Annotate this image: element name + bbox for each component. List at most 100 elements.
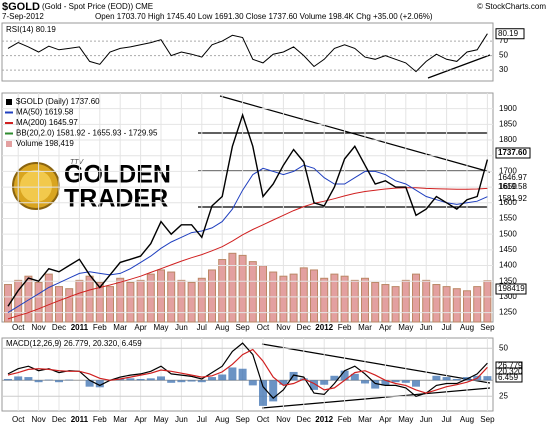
- price-line: [7, 112, 489, 307]
- volume-bar: [14, 279, 23, 323]
- volume-bar: [55, 286, 63, 323]
- x-tick-label: Jul: [197, 415, 207, 424]
- macd-histogram-bar: [4, 378, 12, 381]
- x-tick-label: Jul: [441, 415, 451, 424]
- y-tick-label: 50: [499, 343, 508, 352]
- volume-bar: [95, 281, 104, 323]
- y-tick-label: 1600: [499, 198, 517, 207]
- volume-bar: [320, 277, 329, 323]
- x-tick-label: 2011: [71, 323, 89, 332]
- y-tick-label: 1300: [499, 292, 517, 301]
- volume-bar: [473, 286, 482, 323]
- macd-histogram-bar: [371, 380, 380, 389]
- macd-histogram-bar: [55, 380, 63, 383]
- x-tick-label: Dec: [297, 323, 311, 332]
- macd-histogram-bar: [126, 378, 135, 381]
- volume-bar: [381, 284, 390, 323]
- volume-bar: [259, 265, 267, 323]
- volume-bar: [361, 277, 369, 323]
- x-tick-label: Jun: [420, 415, 433, 424]
- x-tick-label: Mar: [113, 415, 127, 424]
- volume-bar: [24, 275, 33, 323]
- volume-bar: [65, 288, 74, 323]
- volume-bar: [463, 290, 471, 323]
- volume-bar: [391, 286, 400, 323]
- volume-bar: [371, 281, 380, 323]
- x-tick-label: Jun: [175, 323, 188, 332]
- volume-bar: [208, 269, 216, 323]
- price-label: 1581.92: [498, 194, 527, 203]
- x-tick-label: Aug: [215, 415, 229, 424]
- macd-histogram-bar: [340, 370, 349, 381]
- volume-bar: [310, 269, 318, 323]
- volume-bar: [340, 275, 349, 323]
- macd-histogram-bar: [146, 378, 155, 381]
- volume-bar: [187, 281, 196, 323]
- x-tick-label: Oct: [12, 323, 25, 332]
- price-label: 1619.58: [498, 182, 527, 191]
- volume-bar: [483, 280, 492, 323]
- macd-histogram-bar: [44, 379, 53, 381]
- volume-bar: [401, 279, 410, 323]
- x-tick-label: Sep: [480, 323, 495, 332]
- y-tick-label: 30: [499, 65, 508, 74]
- legend-label: Volume 198,419: [16, 139, 74, 148]
- macd-value-label: 6.459: [498, 373, 519, 382]
- volume-bar: [412, 273, 420, 323]
- source: © StockCharts.com: [477, 2, 546, 11]
- macd-histogram-bar: [279, 380, 288, 385]
- x-tick-label: Mar: [113, 323, 127, 332]
- price-line: [7, 187, 488, 320]
- x-tick-label: Mar: [358, 323, 372, 332]
- legend-label: MA(50) 1619.58: [16, 108, 74, 117]
- macd-histogram-bar: [330, 375, 339, 381]
- x-tick-label: Dec: [297, 415, 311, 424]
- volume-bar: [197, 277, 206, 323]
- macd-title: MACD(12,26,9) 26.779, 20.320, 6.459: [6, 339, 142, 348]
- volume-bar: [136, 279, 145, 323]
- x-tick-label: Sep: [235, 323, 250, 332]
- y-tick-label: 1250: [499, 308, 517, 317]
- macd-histogram-bar: [208, 377, 216, 381]
- price-frame: [1, 92, 494, 323]
- legend-swatch: [6, 141, 12, 147]
- macd-histogram-bar: [259, 380, 267, 406]
- logo-coin-inner: [20, 170, 52, 202]
- volume-bar: [75, 279, 84, 323]
- macd-trend-line: [261, 387, 491, 409]
- volume-bar: [248, 261, 257, 323]
- legend-label: BB(20,2.0) 1581.92 - 1655.93 - 1729.95: [16, 129, 158, 138]
- x-tick-label: Feb: [93, 323, 107, 332]
- macd-histogram-bar: [361, 380, 369, 384]
- y-tick-label: 1350: [499, 276, 517, 285]
- x-tick-label: Jul: [441, 323, 451, 332]
- macd-histogram-bar: [248, 380, 257, 386]
- x-tick-label: Jul: [197, 323, 207, 332]
- y-tick-label: 1400: [499, 261, 517, 270]
- macd-histogram-bar: [238, 368, 247, 381]
- x-tick-label: Dec: [52, 415, 66, 424]
- macd-histogram-bar: [167, 380, 176, 383]
- macd-histogram-bar: [483, 376, 492, 381]
- macd-histogram-bar: [320, 380, 329, 385]
- macd-histogram-bar: [269, 380, 278, 402]
- macd-histogram-bar: [391, 380, 400, 383]
- macd-value-box: [495, 373, 523, 383]
- rsi-line: [7, 33, 488, 73]
- x-tick-label: May: [153, 415, 168, 424]
- x-tick-label: May: [398, 323, 413, 332]
- volume-bar: [299, 267, 308, 323]
- volume-bar: [218, 259, 227, 323]
- symbol: $GOLD: [2, 1, 40, 13]
- volume-bar: [44, 273, 53, 323]
- volume-bar: [126, 281, 135, 323]
- volume-bar: [146, 273, 155, 323]
- quote: Open 1703.70 High 1745.40 Low 1691.30 Cl…: [95, 12, 433, 21]
- volume-bar: [289, 273, 298, 323]
- x-tick-label: Aug: [460, 415, 474, 424]
- macd-histogram-bar: [452, 378, 461, 381]
- x-tick-label: Sep: [235, 415, 250, 424]
- x-tick-label: Feb: [93, 415, 107, 424]
- y-tick-label: 1850: [499, 119, 517, 128]
- macd-histogram-bar: [401, 380, 410, 383]
